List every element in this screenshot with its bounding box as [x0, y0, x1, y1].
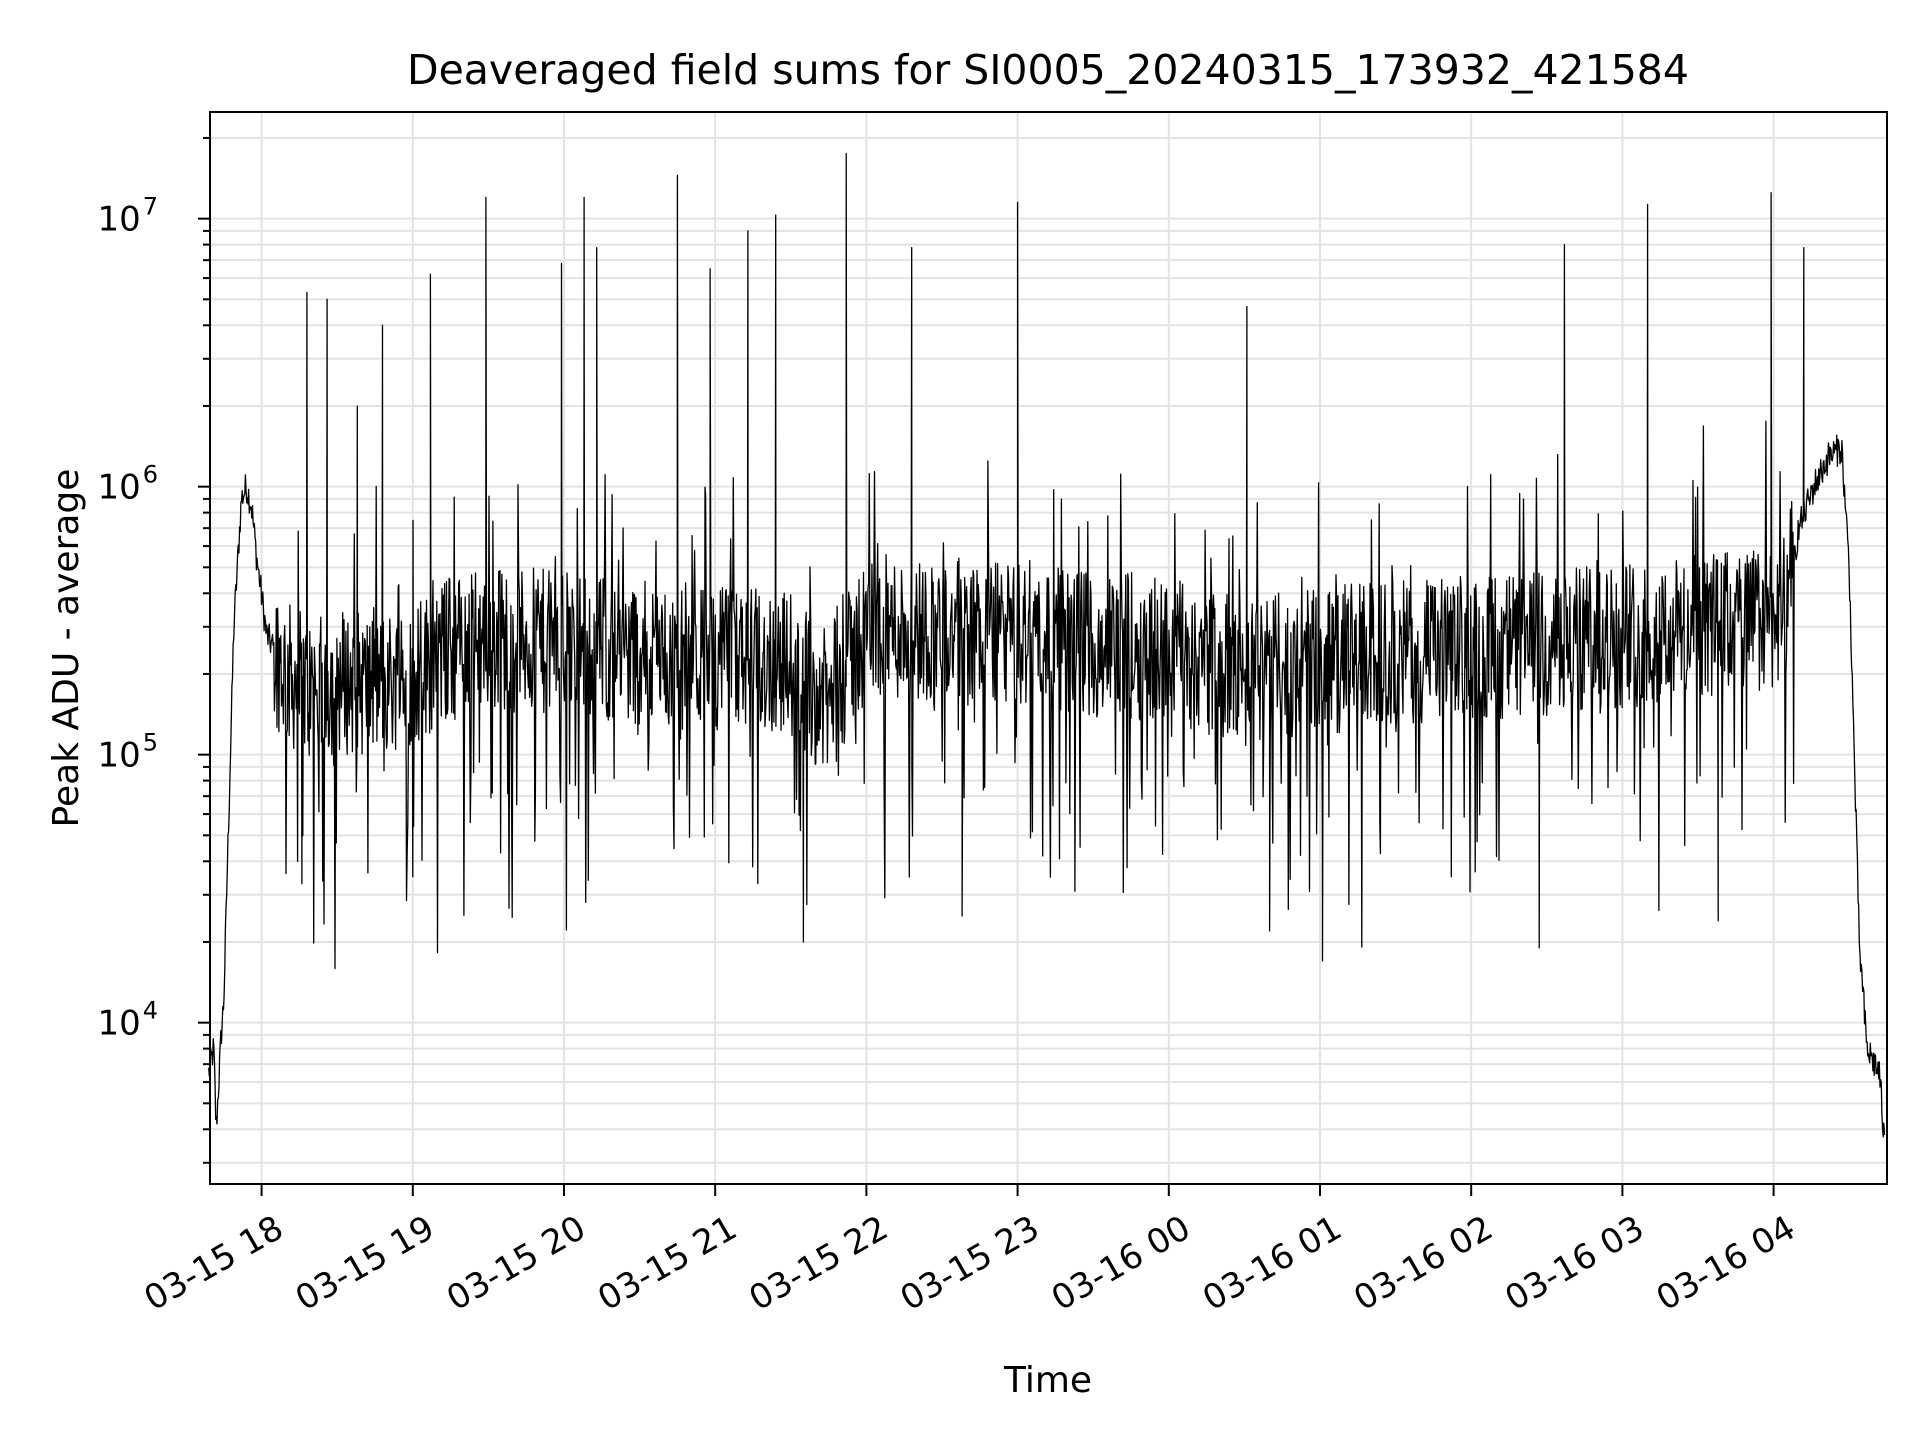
- y-tick-exponent: 4: [143, 997, 158, 1025]
- plot-frame: [209, 111, 1888, 1185]
- x-axis-label: Time: [1003, 1360, 1092, 1401]
- x-tick-label: 03-15 20: [440, 1208, 592, 1319]
- y-tick-exponent: 5: [143, 729, 158, 757]
- data-series: [208, 152, 1886, 1138]
- x-tick-label: 03-16 01: [1196, 1208, 1348, 1319]
- x-tick-label: 03-15 22: [742, 1208, 894, 1319]
- y-tick-exponent: 6: [143, 461, 158, 489]
- x-tick-label: 03-15 23: [894, 1208, 1046, 1319]
- grid: [210, 112, 1887, 1184]
- y-axis-label: Peak ADU - average: [46, 469, 87, 828]
- x-tick-label: 03-16 04: [1650, 1208, 1802, 1319]
- y-tick-label: 106: [97, 461, 158, 508]
- x-tick-label: 03-15 19: [289, 1208, 441, 1319]
- x-tick-label: 03-16 00: [1045, 1208, 1197, 1319]
- x-tick-label: 03-16 02: [1347, 1208, 1499, 1319]
- y-tick-label: 104: [97, 997, 158, 1044]
- chart-title: Deaveraged field sums for SI0005_2024031…: [407, 46, 1689, 94]
- series-line: [208, 152, 1886, 1138]
- x-tick-label: 03-15 21: [591, 1208, 743, 1319]
- y-tick-exponent: 7: [143, 193, 158, 221]
- y-tick-label: 107: [97, 193, 158, 240]
- x-tick-label: 03-16 03: [1499, 1208, 1651, 1319]
- y-tick-label: 105: [97, 729, 158, 776]
- x-tick-label: 03-15 18: [138, 1208, 290, 1319]
